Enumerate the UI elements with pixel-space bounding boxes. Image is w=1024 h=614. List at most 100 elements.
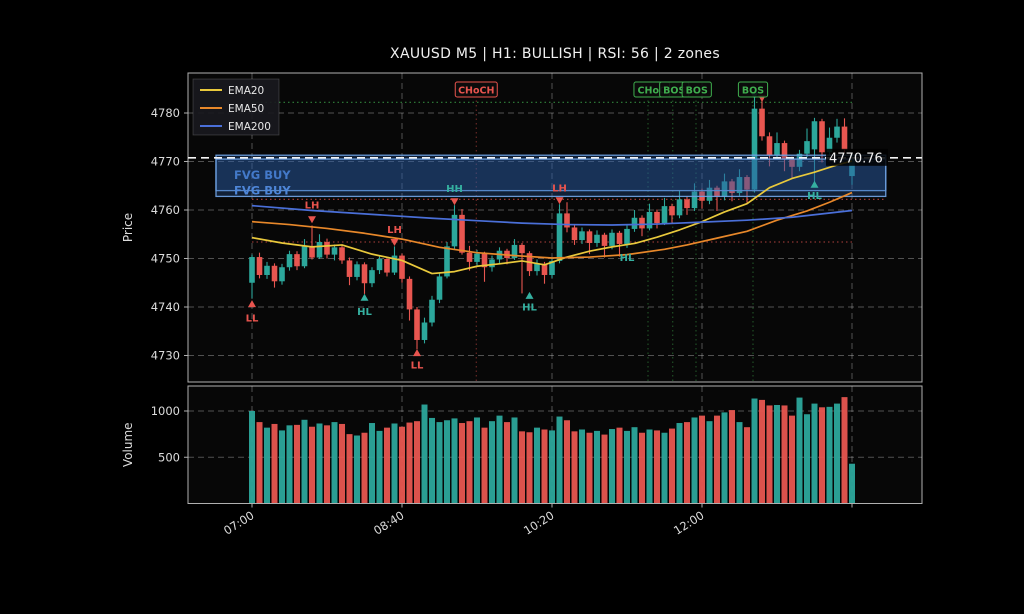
fvg-zones: FVG BUY FVG BUY	[215, 154, 887, 198]
volume-bar	[549, 430, 555, 503]
volume-bar	[556, 416, 563, 503]
candle-body	[729, 181, 735, 194]
volume-bar	[294, 424, 300, 503]
fvg-zone	[215, 158, 887, 198]
candle-body	[774, 143, 780, 156]
swing-label: LH	[552, 184, 567, 195]
structure-label: BOS	[663, 86, 685, 97]
structure-label: BOS	[686, 86, 708, 97]
volume-bar	[729, 410, 735, 503]
volume-bar	[279, 430, 285, 503]
swing-triangle-down	[555, 197, 564, 205]
volume-bar	[391, 423, 398, 503]
volume-bar	[736, 422, 743, 503]
volume-bar	[631, 427, 638, 503]
candle-body	[309, 246, 315, 258]
candle-body	[826, 137, 833, 153]
candle-body	[384, 258, 390, 273]
candle-body	[631, 217, 638, 229]
volume-bar	[804, 414, 810, 503]
volume-bar	[714, 415, 720, 503]
volume-bar	[661, 432, 668, 503]
candle-body	[781, 143, 788, 160]
candle-body	[249, 257, 255, 283]
volume-bar	[624, 430, 630, 503]
candle-body	[766, 136, 773, 156]
candle-body	[579, 231, 585, 241]
volume-bar	[406, 422, 413, 503]
candle-body	[556, 213, 563, 261]
time-tick-label: 07:00	[221, 508, 257, 537]
price-tick-label: 4770	[151, 155, 180, 169]
volume-bar	[309, 426, 315, 503]
candle-body	[301, 246, 308, 267]
structure-label: CHoC	[638, 86, 666, 97]
volume-bar	[781, 405, 788, 503]
volume-bar	[444, 420, 450, 503]
volume-bar	[436, 422, 443, 503]
volume-bar	[466, 421, 473, 503]
volume-axis-title: Volume	[121, 422, 135, 467]
volume-bar	[579, 429, 585, 503]
candle-body	[481, 253, 488, 268]
volume-bar	[451, 418, 458, 503]
swing-triangle-up	[248, 300, 256, 308]
candle-body	[324, 242, 330, 255]
candle-body	[436, 276, 443, 300]
swing-triangle-up	[360, 293, 369, 301]
price-axis-title: Price	[121, 213, 135, 242]
volume-bar	[699, 415, 705, 503]
volume-bar	[601, 434, 608, 503]
swing-label: HL	[620, 253, 635, 264]
candle-body	[361, 264, 368, 284]
volume-bar	[504, 422, 510, 503]
volume-bar	[331, 422, 338, 503]
candle-body	[609, 232, 615, 246]
volume-bar	[249, 411, 255, 503]
volume-bar	[481, 427, 488, 503]
volume-bar	[841, 397, 848, 503]
fvg-zone-label: FVG BUY	[234, 184, 291, 198]
chart-title: XAUUSD M5 | H1: BULLISH | RSI: 56 | 2 zo…	[390, 46, 720, 62]
candle-body	[744, 177, 750, 190]
swing-label: HL	[522, 302, 537, 313]
candle-body	[751, 108, 758, 190]
candle-body	[369, 270, 375, 284]
volume-bar	[789, 415, 795, 503]
candle-body	[346, 260, 353, 277]
volume-bar	[346, 434, 353, 503]
candle-body	[541, 263, 548, 275]
candle-body	[676, 199, 683, 216]
volume-bar	[429, 417, 435, 503]
candle-body	[256, 257, 263, 275]
volume-bar	[586, 432, 593, 503]
candle-body	[639, 217, 645, 229]
candle-body	[451, 214, 458, 247]
candle-body	[586, 231, 593, 243]
volume-bar	[766, 405, 773, 503]
volume-bar	[316, 423, 323, 503]
swing-label: HH	[446, 184, 463, 195]
volume-bar	[774, 404, 780, 503]
candle-body	[414, 309, 420, 340]
candle-body	[706, 187, 713, 201]
candle-body	[691, 191, 698, 209]
volume-bar	[706, 421, 713, 503]
volume-bar	[519, 431, 525, 503]
volume-bar	[594, 430, 600, 503]
candle-body	[721, 181, 728, 197]
volume-bar	[751, 398, 758, 503]
candle-body	[796, 153, 803, 167]
volume-bar	[339, 423, 345, 503]
candle-body	[489, 259, 495, 268]
candle-body	[654, 211, 660, 224]
volume-bar	[376, 430, 383, 503]
price-tick-label: 4760	[151, 203, 180, 217]
candle-body	[661, 206, 668, 224]
volume-bar	[676, 423, 683, 503]
volume-bar	[541, 429, 548, 503]
time-tick-label: 10:20	[521, 508, 557, 537]
current-price-label: 4770.76	[826, 148, 888, 166]
candle-body	[549, 260, 555, 275]
